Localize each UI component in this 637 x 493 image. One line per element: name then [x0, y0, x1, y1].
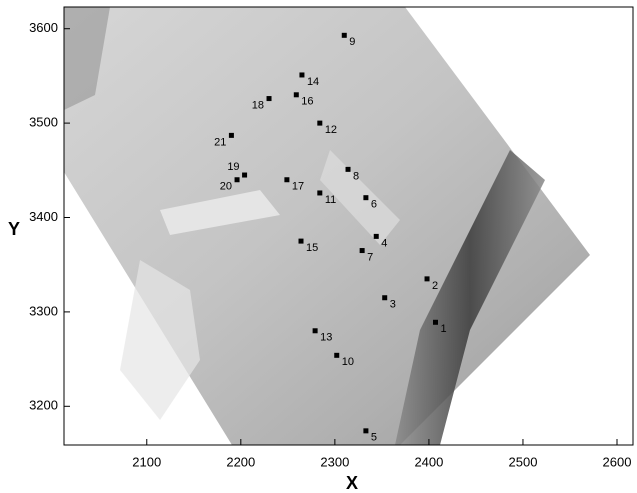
point-label: 18	[252, 99, 264, 111]
point	[299, 239, 304, 244]
y-axis-title: Y	[8, 219, 20, 239]
point	[284, 177, 289, 182]
y-tick-label: 3600	[29, 20, 58, 35]
point-label: 20	[220, 181, 232, 193]
point	[299, 72, 304, 77]
point-label: 19	[227, 161, 239, 173]
point	[346, 167, 351, 172]
point	[294, 92, 299, 97]
point-label: 4	[381, 237, 387, 249]
point-label: 9	[349, 36, 355, 48]
point	[363, 428, 368, 433]
point-label: 8	[353, 170, 359, 182]
point-label: 13	[320, 332, 332, 344]
point	[334, 353, 339, 358]
point-label: 10	[342, 356, 354, 368]
point-label: 2	[432, 280, 438, 292]
point-label: 16	[301, 96, 313, 108]
point-label: 7	[367, 251, 373, 263]
point-label: 15	[306, 242, 318, 254]
y-tick-label: 3500	[29, 115, 58, 130]
point	[229, 133, 234, 138]
point-label: 6	[371, 199, 377, 211]
x-tick-label: 2600	[603, 454, 632, 469]
point-label: 21	[214, 136, 226, 148]
x-axis-title: X	[346, 473, 358, 493]
point	[313, 328, 318, 333]
point-label: 14	[307, 76, 319, 88]
x-tick-label: 2300	[320, 454, 349, 469]
point	[317, 121, 322, 126]
point	[425, 276, 430, 281]
point	[235, 177, 240, 182]
point	[267, 96, 272, 101]
terrain-map	[64, 7, 590, 445]
chart: X Y 2100 2200 2300 2400 2500 2600 3200 3300 3400…	[0, 0, 637, 493]
x-tick-label: 2100	[132, 454, 161, 469]
x-tick-label: 2400	[414, 454, 443, 469]
point-label: 11	[325, 194, 336, 206]
point-label: 12	[325, 124, 337, 136]
point-label: 1	[440, 323, 446, 335]
point	[317, 190, 322, 195]
point	[433, 320, 438, 325]
point	[382, 295, 387, 300]
x-tick-label: 2200	[226, 454, 255, 469]
y-tick-label: 3300	[29, 303, 58, 318]
x-tick-label: 2500	[509, 454, 538, 469]
point-label: 5	[371, 432, 377, 444]
point	[342, 33, 347, 38]
point	[242, 173, 247, 178]
point	[363, 195, 368, 200]
y-tick-label: 3400	[29, 209, 58, 224]
y-tick-label: 3200	[29, 398, 58, 413]
point-label: 17	[292, 181, 304, 193]
point	[360, 248, 365, 253]
point	[374, 234, 379, 239]
point-label: 3	[390, 299, 396, 311]
